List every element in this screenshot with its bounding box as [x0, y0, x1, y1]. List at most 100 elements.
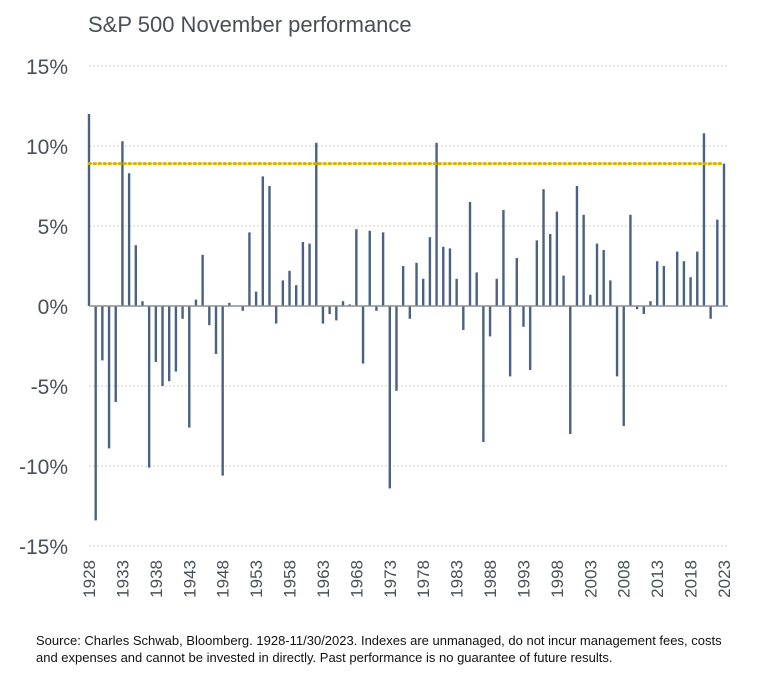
bar: [281, 280, 285, 306]
bar: [308, 243, 311, 306]
bar: [435, 142, 438, 306]
bar: [422, 278, 425, 306]
x-tick-label: 1993: [514, 560, 533, 598]
x-tick-label: 1973: [381, 560, 400, 598]
bar: [415, 262, 418, 306]
bar: [508, 306, 512, 377]
x-tick-label: 1963: [314, 560, 333, 598]
bar: [254, 291, 258, 306]
bar: [101, 306, 104, 361]
bar: [535, 240, 539, 306]
bar: [622, 306, 625, 426]
bar: [94, 306, 97, 521]
bar: [562, 275, 565, 306]
bar: [629, 214, 632, 306]
bar: [168, 306, 171, 382]
bar: [288, 270, 291, 306]
bar: [201, 254, 204, 306]
bar: [194, 299, 198, 306]
bar: [127, 173, 131, 306]
footnote-line-1: Source: Charles Schwab, Bloomberg. 1928-…: [36, 633, 722, 648]
x-tick-label: 1953: [247, 560, 266, 598]
x-tick-label: 1958: [281, 560, 300, 598]
y-tick-label: 0%: [38, 296, 68, 319]
y-tick-label: -5%: [31, 376, 68, 399]
bar: [602, 250, 605, 306]
bar: [542, 189, 545, 306]
bar: [488, 306, 492, 337]
bar: [241, 306, 244, 311]
bar: [381, 232, 385, 306]
bar: [609, 280, 612, 306]
gridlines: [89, 65, 728, 547]
bar: [134, 245, 137, 306]
bar: [615, 306, 619, 377]
bar: [388, 306, 391, 489]
x-tick-label: 1928: [80, 560, 99, 598]
chart-title: S&P 500 November performance: [88, 12, 412, 37]
bar: [274, 306, 278, 324]
bar: [716, 219, 719, 306]
bar: [642, 306, 645, 314]
bar: [555, 211, 559, 306]
x-tick-label: 1948: [214, 560, 233, 598]
bar: [87, 114, 91, 306]
bar: [268, 186, 271, 306]
y-tick-label: -10%: [19, 456, 68, 479]
bar: [161, 306, 164, 386]
bar: [442, 246, 445, 306]
bar: [348, 304, 351, 306]
y-tick-label: -15%: [19, 536, 68, 559]
bar: [676, 251, 679, 306]
bar: [141, 301, 144, 306]
bar: [696, 251, 699, 306]
footnote-line-2: and expenses and cannot be invested in d…: [36, 650, 613, 665]
bar: [635, 306, 639, 310]
bar: [301, 242, 305, 306]
x-tick-label: 2008: [615, 560, 634, 598]
bar: [462, 306, 465, 330]
bar: [188, 306, 191, 428]
bar: [709, 306, 712, 319]
x-axis-ticks: 1928 1933 1938 1943 1948 1953 1958 1963 1968 1973…: [80, 560, 734, 598]
bar: [649, 301, 652, 306]
bar: [589, 294, 592, 306]
bar: [401, 266, 405, 306]
y-tick-label: 5%: [38, 216, 68, 239]
x-tick-label: 1938: [147, 560, 166, 598]
y-tick-label: 10%: [26, 136, 68, 159]
bar: [114, 306, 117, 402]
x-tick-label: 1988: [481, 560, 500, 598]
bar: [549, 234, 552, 306]
bar: [575, 186, 579, 306]
bar: [375, 306, 378, 311]
bar: [295, 285, 298, 306]
bar: [107, 306, 111, 449]
bar: [328, 306, 331, 314]
bar: [315, 142, 318, 306]
bar: [662, 266, 666, 306]
bar: [341, 301, 345, 306]
x-tick-label: 2023: [715, 560, 734, 598]
bar: [208, 306, 211, 326]
x-tick-label: 1933: [113, 560, 132, 598]
bar: [154, 306, 158, 362]
bar: [502, 210, 505, 306]
source-footnote: Source: Charles Schwab, Bloomberg. 1928-…: [36, 632, 756, 666]
bar: [395, 306, 398, 391]
bar: [468, 202, 472, 306]
bar: [428, 237, 432, 306]
bar: [261, 176, 264, 306]
bar: [582, 214, 585, 306]
bar-chart: 15%10%5%0%-5%-10%-15% 1928 1933 1938 1943 19…: [19, 56, 734, 598]
bar: [361, 306, 365, 364]
x-tick-label: 1983: [448, 560, 467, 598]
bar: [335, 306, 338, 321]
bars: [87, 114, 726, 521]
bar: [482, 306, 485, 442]
bar: [121, 141, 124, 306]
bar: [475, 272, 478, 306]
y-tick-label: 15%: [26, 56, 68, 79]
x-tick-label: 2003: [581, 560, 600, 598]
bar: [368, 230, 371, 306]
